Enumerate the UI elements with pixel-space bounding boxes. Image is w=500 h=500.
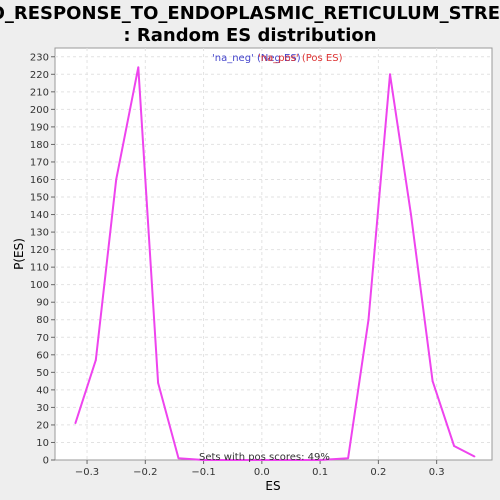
x-tick-label: −0.1 xyxy=(191,467,215,478)
y-tick-label: 60 xyxy=(36,350,49,361)
y-tick-label: 210 xyxy=(30,87,49,98)
x-axis-label: ES xyxy=(265,479,280,493)
y-tick-label: 40 xyxy=(36,385,49,396)
y-tick-label: 200 xyxy=(30,105,49,116)
y-tick-label: 70 xyxy=(36,333,49,344)
y-tick-label: 170 xyxy=(30,157,49,168)
y-tick-label: 220 xyxy=(30,70,49,81)
data-point xyxy=(202,459,205,461)
data-point xyxy=(115,178,118,181)
x-tick-label: −0.2 xyxy=(133,467,157,478)
grid xyxy=(55,48,492,460)
data-point xyxy=(473,455,476,458)
axes: 0 10 20 30 40 50 60 70 80 90 100 110 120 130 140 150 160… xyxy=(30,52,445,478)
data-point xyxy=(367,318,370,321)
x-tick-label: 0.0 xyxy=(254,467,270,478)
y-tick-label: 150 xyxy=(30,193,49,204)
y-tick-label: 140 xyxy=(30,210,49,221)
y-tick-label: 0 xyxy=(43,456,49,467)
y-tick-label: 130 xyxy=(30,228,49,239)
y-tick-label: 50 xyxy=(36,368,49,379)
y-tick-label: 230 xyxy=(30,52,49,63)
y-tick-label: 110 xyxy=(30,263,49,274)
data-point xyxy=(157,381,160,384)
pos-scores-annotation: Sets with pos scores: 49% xyxy=(199,452,330,463)
y-tick-label: 20 xyxy=(36,420,49,431)
y-tick-label: 30 xyxy=(36,403,49,414)
legend-neg: 'na_neg' (Neg ES) xyxy=(212,53,301,64)
data-point xyxy=(347,457,349,460)
y-tick-label: 10 xyxy=(36,438,49,449)
data-point xyxy=(74,422,77,425)
x-tick-label: 0.2 xyxy=(370,467,386,478)
data-point xyxy=(319,459,322,461)
x-tick-label: 0.3 xyxy=(429,467,445,478)
y-tick-label: 90 xyxy=(36,298,49,309)
y-tick-label: 120 xyxy=(30,245,49,256)
y-tick-label: 80 xyxy=(36,315,49,326)
es-distribution-line xyxy=(74,66,475,461)
y-tick-label: 160 xyxy=(30,175,49,186)
data-point xyxy=(137,66,140,69)
data-point xyxy=(389,73,391,76)
data-point xyxy=(94,359,97,361)
chart-title-line2: : Random ES distribution xyxy=(123,25,376,46)
legend-pos: 'na_pos' (Pos ES) xyxy=(258,53,343,64)
data-point xyxy=(410,213,412,216)
data-point xyxy=(431,380,434,383)
chart-title-line1: GO_RESPONSE_TO_ENDOPLASMIC_RETICULUM_STR… xyxy=(0,3,500,24)
x-tick-label: 0.1 xyxy=(312,467,328,478)
y-axis-label: P(ES) xyxy=(12,238,26,270)
data-point xyxy=(177,457,180,460)
series-layer xyxy=(74,66,476,461)
data-point xyxy=(453,445,456,447)
y-tick-label: 180 xyxy=(30,140,49,151)
y-tick-label: 100 xyxy=(30,280,49,291)
x-tick-label: −0.3 xyxy=(75,467,99,478)
data-point xyxy=(260,459,263,461)
y-tick-label: 190 xyxy=(30,122,49,133)
